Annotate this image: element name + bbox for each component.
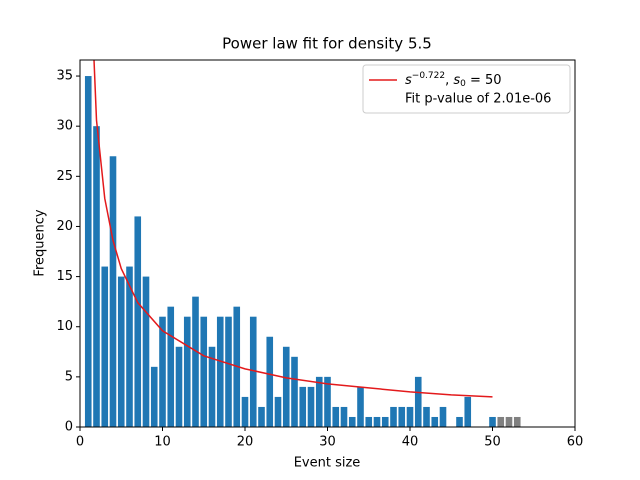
bar: [489, 416, 496, 427]
bar: [414, 376, 422, 427]
bar: [84, 76, 92, 427]
chart-title: Power law fit for density 5.5: [222, 35, 432, 53]
legend-box: [362, 64, 571, 114]
bar: [406, 406, 414, 427]
bar: [200, 316, 208, 427]
fit-line: [93, 60, 493, 398]
bar: [266, 336, 274, 427]
bar: [423, 406, 430, 427]
y-tick-label: 15: [56, 269, 73, 284]
legend-label-part: s: [453, 73, 460, 88]
x-axis-label: Event size: [294, 456, 361, 471]
x-tick-label: 20: [237, 435, 254, 450]
bar: [340, 406, 348, 427]
bar: [373, 416, 381, 427]
y-tick-label: 0: [65, 420, 73, 435]
bar: [299, 386, 307, 427]
legend-label-part: 0: [460, 79, 466, 89]
bar: [159, 316, 166, 427]
bar: [291, 356, 298, 427]
bar: [192, 296, 199, 427]
y-tick-label: 20: [56, 219, 73, 234]
x-tick-label: 40: [402, 435, 419, 450]
bar: [142, 276, 150, 427]
x-tick-label: 10: [154, 435, 171, 450]
y-tick-label: 25: [56, 169, 73, 184]
bar: [431, 416, 439, 427]
bar: [167, 306, 175, 427]
bar: [175, 346, 183, 427]
y-tick-label: 35: [56, 69, 73, 84]
plot-area: [84, 60, 521, 427]
y-tick-label: 30: [56, 119, 73, 134]
bar: [258, 406, 265, 427]
bar: [93, 126, 100, 427]
bar: [456, 416, 463, 427]
bar: [282, 346, 290, 427]
x-tick-label: 0: [76, 435, 84, 450]
bar: [398, 406, 406, 427]
y-tick-label: 5: [65, 369, 73, 384]
bar: [381, 416, 389, 427]
bar: [101, 266, 109, 427]
bar: [324, 376, 331, 427]
legend-label: s−0.722, s0 = 50: [405, 71, 502, 89]
bar: [464, 396, 472, 427]
bar: [126, 266, 133, 427]
bar: [225, 316, 232, 427]
bar: [390, 406, 397, 427]
legend-label-part: −0.722: [412, 71, 445, 81]
bar: [307, 386, 315, 427]
bar: [315, 376, 323, 427]
legend-label-part: s: [405, 73, 412, 88]
bar: [109, 156, 117, 427]
bar: [117, 276, 125, 427]
bar: [150, 366, 158, 427]
bar: [208, 346, 216, 427]
x-tick-label: 30: [319, 435, 336, 450]
y-tick-label: 10: [56, 319, 73, 334]
bar: [216, 316, 224, 427]
legend-label-part: ,: [445, 73, 453, 88]
bar: [439, 406, 447, 427]
bar: [513, 416, 521, 427]
legend-note: Fit p-value of 2.01e-06: [405, 92, 551, 107]
y-axis-label: Frequency: [33, 209, 48, 276]
bar: [497, 416, 505, 427]
x-tick-label: 50: [484, 435, 501, 450]
x-tick-label: 60: [567, 435, 584, 450]
bar: [249, 316, 257, 427]
bar: [357, 386, 364, 427]
bar: [348, 416, 356, 427]
bar: [365, 416, 373, 427]
bar: [134, 216, 142, 427]
bar: [332, 406, 340, 427]
legend-label-part: = 50: [466, 73, 502, 88]
bar: [241, 396, 249, 427]
bar: [183, 316, 191, 427]
bar: [274, 396, 282, 427]
bar: [505, 416, 513, 427]
